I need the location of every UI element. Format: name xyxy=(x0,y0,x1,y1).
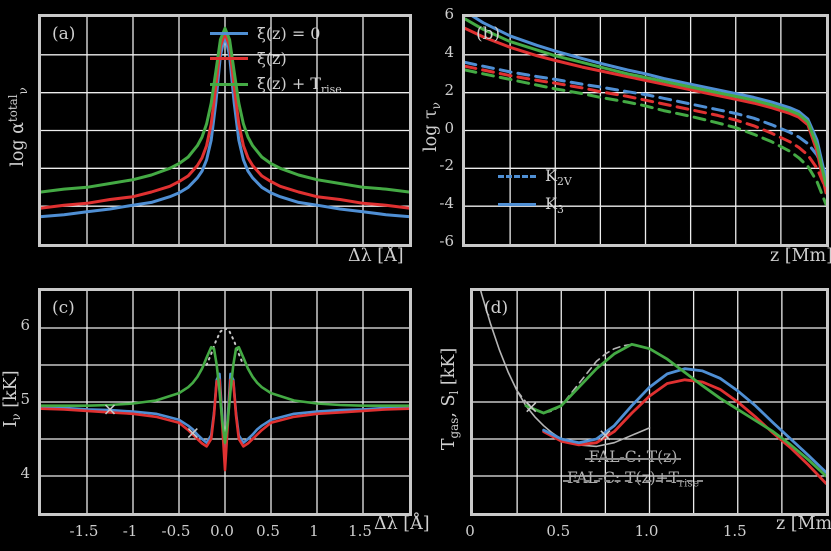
legend-label: ξ(z) + Trise xyxy=(257,74,342,96)
legend-line-sample xyxy=(210,57,248,60)
x-tick-label: 1 xyxy=(309,522,319,540)
panel-tag-b: (b) xyxy=(476,24,501,44)
legend-line-sample xyxy=(498,175,536,179)
series-a-xi-trise-green xyxy=(41,26,409,194)
plot-area-a xyxy=(38,14,412,247)
panel-tag-a: (a) xyxy=(52,24,76,44)
plot-area-b xyxy=(462,14,829,247)
legend-line-sample xyxy=(210,83,248,87)
series-d-falc-T xyxy=(479,291,651,448)
legend-line-sample xyxy=(562,480,704,483)
label-part: log τ xyxy=(420,109,441,152)
xlabel-b: z [Mm] xyxy=(770,246,831,266)
series-b-K2V-green-dashed xyxy=(465,68,826,206)
ylabel-a: log αtotalν xyxy=(6,87,30,167)
legend-row: FAL-C: T(z)+Trise xyxy=(562,469,704,490)
x-tick-label: 1.0 xyxy=(634,522,659,540)
label-part: ν xyxy=(9,413,24,421)
x-tick-label: -0.5 xyxy=(161,522,191,540)
y-tick-label: 2 xyxy=(444,80,454,99)
label-part: log α xyxy=(7,122,28,167)
legend-b: K2V K3 xyxy=(498,166,572,216)
legend-label: FAL-C: T(z)+Trise xyxy=(566,469,700,490)
legend-label: K2V xyxy=(545,166,572,188)
label-part: [kK] xyxy=(0,370,21,414)
label-part: ν xyxy=(16,87,31,95)
x-tick-label: -1.5 xyxy=(69,522,99,540)
ylabel-d: Tgas, Sl [kK] xyxy=(439,348,461,450)
series-d-S-red xyxy=(542,378,826,485)
plot-area-d xyxy=(470,288,829,516)
series-d-S-blue xyxy=(542,367,826,474)
series-c-xi-red xyxy=(41,378,409,472)
series-d-S-green xyxy=(524,342,826,478)
xlabel-a: Δλ [Å] xyxy=(348,246,404,266)
label-part: I xyxy=(0,420,21,428)
x-tick-label: 0.5 xyxy=(256,522,280,540)
series-b-K3-green xyxy=(465,17,826,187)
legend-row: ξ(z) = 0 xyxy=(210,24,342,43)
legend-label: ξ(z) = 0 xyxy=(257,24,321,43)
x-tick-label: -1 xyxy=(122,522,138,540)
cross-marker xyxy=(104,404,116,415)
legend-label: K3 xyxy=(545,193,564,216)
series-b-K3-red xyxy=(465,26,826,195)
cross-marker xyxy=(187,428,198,439)
label-part: ν xyxy=(429,102,444,110)
legend-line-sample xyxy=(584,457,682,460)
y-tick-label: -4 xyxy=(439,194,454,213)
legend-row: K2V xyxy=(498,166,572,188)
legend-line-sample xyxy=(210,32,248,35)
y-tick-label: -2 xyxy=(439,156,454,175)
label-part: total xyxy=(5,94,20,123)
legend-row: FAL-C: T(z) xyxy=(584,448,682,466)
cross-marker xyxy=(526,402,537,413)
panel-tag-d: (d) xyxy=(484,298,509,318)
y-tick-label: 4 xyxy=(444,42,454,61)
y-tick-label: 6 xyxy=(20,316,30,334)
panel-c: (c) -1.5 -1 -0.5 0.0 0.5 1 1.5 6 5 4 xyxy=(20,288,412,540)
panel-d: (d) FAL-C: T(z) FAL-C: T(z)+Trise 0 0.5 1.0… xyxy=(465,288,829,540)
x-tick-label: 1.5 xyxy=(348,522,372,540)
ylabel-b: log τν xyxy=(421,102,443,152)
panel-b: (b) K2V K3 6 4 2 0 -2 -4 -6 xyxy=(439,5,829,250)
legend-row: K3 xyxy=(498,194,572,216)
label-part: l xyxy=(447,390,462,395)
label-part: gas xyxy=(447,417,462,439)
y-tick-label: 5 xyxy=(20,390,30,408)
legend-d-annotations: FAL-C: T(z) FAL-C: T(z)+Trise xyxy=(508,448,758,490)
ylabel-c: Iν [kK] xyxy=(1,370,23,427)
cross-marker xyxy=(600,430,611,441)
x-tick-label: 0.5 xyxy=(546,522,571,540)
legend-label: FAL-C: T(z) xyxy=(588,448,678,466)
y-tick-label: -6 xyxy=(439,232,454,250)
legend-row: ξ(z) + Trise xyxy=(210,74,342,96)
series-b-K3-blue xyxy=(471,17,826,182)
legend-label: ξ(z) xyxy=(257,49,287,68)
xlabel-c: Δλ [Å] xyxy=(374,514,430,534)
series-c-xi-trise-green xyxy=(41,345,409,444)
y-tick-label: 0 xyxy=(444,118,454,137)
x-tick-label: 0 xyxy=(465,522,475,540)
xlabel-d: z [Mm] xyxy=(776,514,831,534)
label-part: [kK] xyxy=(438,347,459,391)
legend-row: ξ(z) xyxy=(210,49,342,68)
series-b-K2V-blue-dashed xyxy=(465,60,826,176)
y-tick-label: 6 xyxy=(444,5,454,23)
label-part: T xyxy=(438,438,459,451)
plot-area-c xyxy=(38,288,412,516)
series-c-dotted-ref xyxy=(205,327,245,366)
legend-a: ξ(z) = 0 ξ(z) ξ(z) + Trise xyxy=(210,24,342,96)
label-part: , S xyxy=(438,394,459,418)
panel-tag-c: (c) xyxy=(52,298,75,318)
y-tick-label: 4 xyxy=(20,464,30,482)
series-b-K2V-red-dashed xyxy=(465,64,826,191)
panel-a: (a) ξ(z) = 0 ξ(z) ξ(z) + Trise xyxy=(38,14,412,247)
x-tick-label: 0.0 xyxy=(210,522,234,540)
x-tick-label: 1.5 xyxy=(722,522,747,540)
legend-line-sample xyxy=(498,203,536,207)
